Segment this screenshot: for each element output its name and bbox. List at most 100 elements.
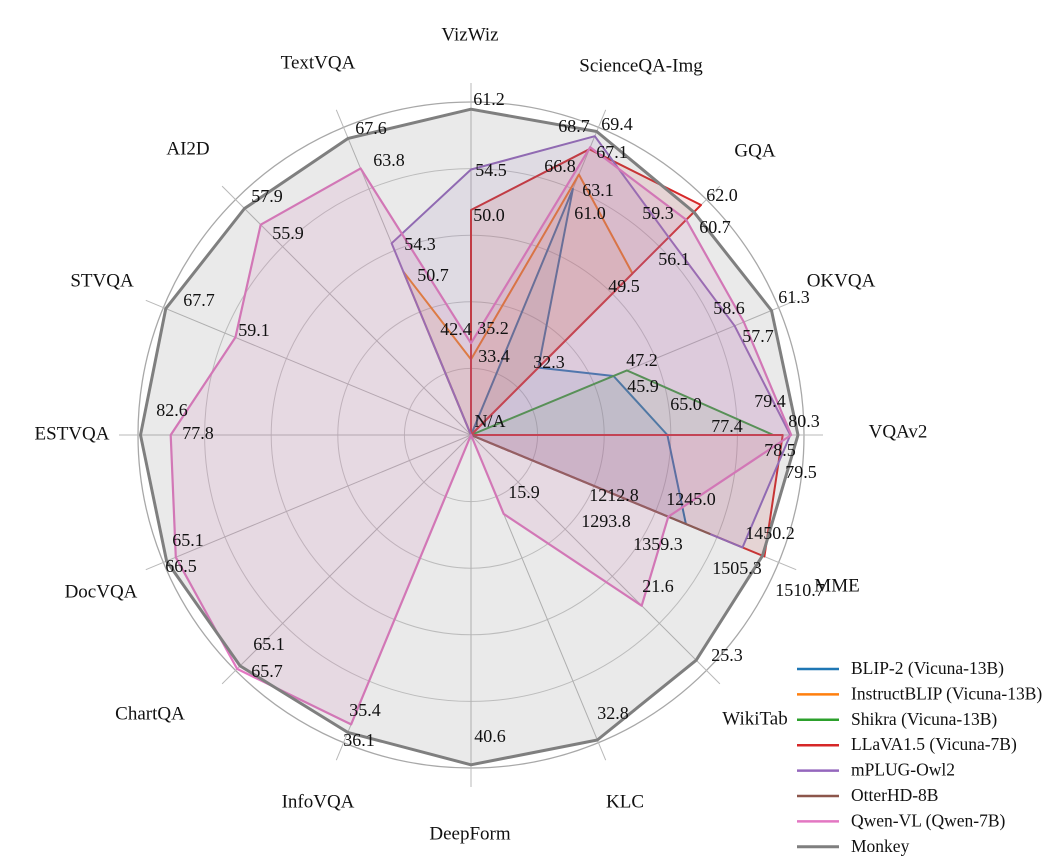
value-label-mPLUG-Owl2-TextVQA: 54.3 bbox=[404, 234, 436, 254]
legend-label-Qwen-VL (Qwen-7B): Qwen-VL (Qwen-7B) bbox=[851, 810, 1006, 830]
value-label-Qwen-VL (Qwen-7B)-VizWiz: 35.2 bbox=[477, 318, 509, 338]
value-label-LLaVA1.5 (Vicuna-7B)-MME: 1510.7 bbox=[775, 580, 825, 600]
value-label-Monkey-WikiTab: 25.3 bbox=[711, 645, 743, 665]
value-label-Monkey-TextVQA: 67.6 bbox=[355, 118, 387, 138]
value-label-Monkey-DocVQA: 66.5 bbox=[165, 556, 197, 576]
value-label-Qwen-VL (Qwen-7B)-GQA: 59.3 bbox=[642, 203, 674, 223]
axis-label-OKVQA: OKVQA bbox=[807, 270, 876, 291]
value-label-BLIP-2 (Vicuna-13B)-GQA: 32.3 bbox=[533, 352, 565, 372]
value-label-BLIP-2 (Vicuna-13B)-TextVQA: 42.4 bbox=[440, 319, 472, 339]
axis-spoke-ChartQA bbox=[221, 434, 472, 685]
value-label-Qwen-VL (Qwen-7B)-VQAv2: 79.5 bbox=[785, 462, 817, 482]
value-label-Monkey-MME: 1505.3 bbox=[712, 558, 762, 578]
axis-label-STVQA: STVQA bbox=[70, 270, 134, 291]
value-label-Monkey-ChartQA: 65.1 bbox=[253, 634, 285, 654]
value-label-Monkey-STVQA: 67.7 bbox=[183, 290, 215, 310]
value-label-Qwen-VL (Qwen-7B)-AI2D: 55.9 bbox=[272, 223, 304, 243]
axis-label-DocVQA: DocVQA bbox=[65, 581, 138, 602]
value-label-BLIP-2 (Vicuna-13B)-OKVQA: 45.9 bbox=[627, 376, 659, 396]
value-label-mPLUG-Owl2-OKVQA: 57.7 bbox=[742, 326, 774, 346]
legend-item-OtterHD-8B: OtterHD-8B bbox=[797, 785, 938, 805]
legend-label-mPLUG-Owl2: mPLUG-Owl2 bbox=[851, 760, 955, 780]
value-label-InstructBLIP (Vicuna-13B)-MME: 1212.8 bbox=[589, 485, 639, 505]
value-label-mPLUG-Owl2-VizWiz: 54.5 bbox=[475, 160, 507, 180]
value-label-LLaVA1.5 (Vicuna-7B)-VQAv2: 78.5 bbox=[764, 440, 796, 460]
value-label-Qwen-VL (Qwen-7B)-InfoVQA: 35.4 bbox=[349, 700, 381, 720]
series-polygon-OtterHD-8B bbox=[470, 434, 711, 535]
value-label-Qwen-VL (Qwen-7B)-TextVQA: 63.8 bbox=[373, 150, 405, 170]
series-polygon-Qwen-VL (Qwen-7B) bbox=[169, 146, 793, 726]
value-label-InstructBLIP (Vicuna-13B)-ScienceQA-Img: 63.1 bbox=[582, 180, 614, 200]
value-label-Monkey-VQAv2: 80.3 bbox=[788, 411, 820, 431]
value-label-BLIP-2 (Vicuna-13B)-MME: 1293.8 bbox=[581, 511, 631, 531]
value-label-Qwen-VL (Qwen-7B)-STVQA: 59.1 bbox=[238, 320, 270, 340]
value-label-Qwen-VL (Qwen-7B)-OKVQA: 58.6 bbox=[713, 298, 745, 318]
value-label-LLaVA1.5 (Vicuna-7B)-GQA: 62.0 bbox=[706, 185, 738, 205]
axis-label-InfoVQA: InfoVQA bbox=[282, 791, 355, 812]
value-label-Monkey-KLC: 32.8 bbox=[597, 703, 629, 723]
axis-label-TextVQA: TextVQA bbox=[281, 52, 356, 73]
value-label-Shikra (Vicuna-13B)-VQAv2: 77.4 bbox=[711, 416, 743, 436]
value-label-Qwen-VL (Qwen-7B)-WikiTab: 21.6 bbox=[642, 576, 674, 596]
axis-label-GQA: GQA bbox=[734, 140, 775, 161]
legend-label-LLaVA1.5 (Vicuna-7B): LLaVA1.5 (Vicuna-7B) bbox=[851, 734, 1017, 754]
axis-label-DeepForm: DeepForm bbox=[429, 823, 510, 844]
value-label-Monkey-OKVQA: 61.3 bbox=[778, 287, 810, 307]
value-label-Monkey-GQA: 60.7 bbox=[699, 217, 731, 237]
value-label-Monkey-ESTVQA: 82.6 bbox=[156, 400, 188, 420]
legend-item-Monkey: Monkey bbox=[797, 836, 910, 856]
value-label-Qwen-VL (Qwen-7B)-ScienceQA-Img: 67.1 bbox=[596, 142, 628, 162]
axis-spoke-STVQA bbox=[145, 299, 472, 436]
axis-label-ESTVQA: ESTVQA bbox=[35, 423, 110, 444]
value-label-OtterHD-8B-MME: 1359.3 bbox=[633, 534, 683, 554]
axis-spoke-WikiTab bbox=[470, 434, 721, 685]
value-label-LLaVA1.5 (Vicuna-7B)-VizWiz: 50.0 bbox=[473, 205, 505, 225]
value-label-Qwen-VL (Qwen-7B)-KLC: 15.9 bbox=[508, 482, 540, 502]
value-label-Monkey-InfoVQA: 36.1 bbox=[343, 730, 375, 750]
legend-item-Qwen-VL (Qwen-7B): Qwen-VL (Qwen-7B) bbox=[797, 810, 1006, 830]
legend-label-Monkey: Monkey bbox=[851, 836, 910, 856]
axis-label-MME: MME bbox=[814, 575, 859, 596]
value-label-Qwen-VL (Qwen-7B)-ESTVQA: 77.8 bbox=[182, 423, 214, 443]
axis-label-WikiTab: WikiTab bbox=[722, 708, 787, 729]
value-label-Qwen-VL (Qwen-7B)-MME: 1245.0 bbox=[666, 489, 716, 509]
legend-item-InstructBLIP (Vicuna-13B): InstructBLIP (Vicuna-13B) bbox=[797, 683, 1042, 703]
value-label-Qwen-VL (Qwen-7B)-ChartQA: 65.7 bbox=[251, 661, 283, 681]
axis-spoke-AI2D bbox=[221, 185, 472, 436]
value-label-InstructBLIP (Vicuna-13B)-GQA: 49.5 bbox=[608, 276, 640, 296]
value-label-mPLUG-Owl2-GQA: 56.1 bbox=[658, 249, 690, 269]
axis-label-VQAv2: VQAv2 bbox=[869, 421, 928, 442]
value-label-Monkey-AI2D: 57.9 bbox=[251, 186, 283, 206]
value-label-Shikra (Vicuna-13B)-OKVQA: 47.2 bbox=[626, 350, 658, 370]
axis-label-KLC: KLC bbox=[606, 791, 644, 812]
value-label-InstructBLIP (Vicuna-13B)-VizWiz: 33.4 bbox=[478, 346, 510, 366]
legend: BLIP-2 (Vicuna-13B) InstructBLIP (Vicuna-… bbox=[797, 658, 1042, 856]
value-label-InstructBLIP (Vicuna-13B)-TextVQA: 50.7 bbox=[417, 265, 449, 285]
value-label-mPLUG-Owl2-MME: 1450.2 bbox=[745, 523, 795, 543]
legend-label-InstructBLIP (Vicuna-13B): InstructBLIP (Vicuna-13B) bbox=[851, 683, 1042, 703]
legend-item-BLIP-2 (Vicuna-13B): BLIP-2 (Vicuna-13B) bbox=[797, 658, 1004, 678]
center-na-label: N/A bbox=[475, 411, 506, 431]
legend-item-mPLUG-Owl2: mPLUG-Owl2 bbox=[797, 760, 955, 780]
value-label-mPLUG-Owl2-ScienceQA-Img: 68.7 bbox=[558, 116, 590, 136]
series-polygon-Monkey bbox=[139, 107, 800, 767]
axis-spoke-DocVQA bbox=[145, 434, 472, 571]
value-label-Qwen-VL (Qwen-7B)-DocVQA: 65.1 bbox=[172, 530, 204, 550]
value-label-LLaVA1.5 (Vicuna-7B)-ScienceQA-Img: 66.8 bbox=[544, 156, 576, 176]
axis-label-VizWiz: VizWiz bbox=[441, 24, 498, 45]
axis-label-ScienceQA-Img: ScienceQA-Img bbox=[579, 55, 703, 76]
legend-label-OtterHD-8B: OtterHD-8B bbox=[851, 785, 938, 805]
value-label-BLIP-2 (Vicuna-13B)-VQAv2: 65.0 bbox=[670, 394, 702, 414]
legend-item-Shikra (Vicuna-13B): Shikra (Vicuna-13B) bbox=[797, 709, 997, 729]
legend-label-BLIP-2 (Vicuna-13B): BLIP-2 (Vicuna-13B) bbox=[851, 658, 1004, 678]
value-label-Monkey-ScienceQA-Img: 69.4 bbox=[601, 114, 633, 134]
value-label-BLIP-2 (Vicuna-13B)-ScienceQA-Img: 61.0 bbox=[574, 203, 606, 223]
legend-label-Shikra (Vicuna-13B): Shikra (Vicuna-13B) bbox=[851, 709, 997, 729]
value-label-Monkey-DeepForm: 40.6 bbox=[474, 726, 506, 746]
axis-label-AI2D: AI2D bbox=[166, 138, 209, 159]
value-label-Monkey-VizWiz: 61.2 bbox=[473, 89, 505, 109]
legend-item-LLaVA1.5 (Vicuna-7B): LLaVA1.5 (Vicuna-7B) bbox=[797, 734, 1017, 754]
value-label-mPLUG-Owl2-VQAv2: 79.4 bbox=[754, 391, 786, 411]
